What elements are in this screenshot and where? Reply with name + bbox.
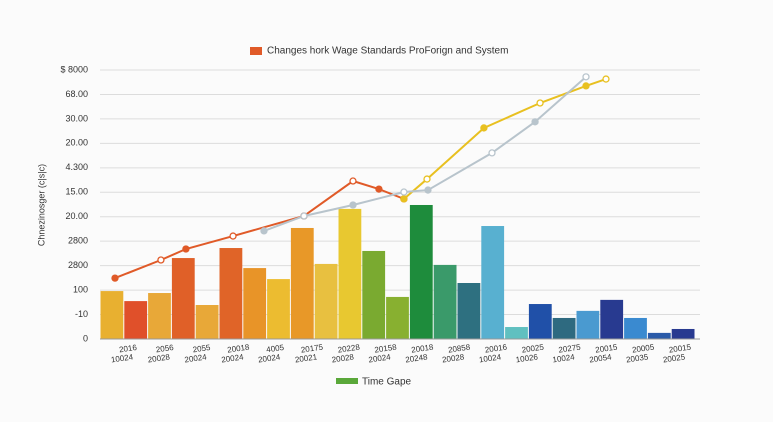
line-marker (229, 232, 237, 240)
x-tick-label: 20018 (411, 343, 435, 355)
line-marker (531, 118, 539, 126)
x-tick-label: 20021 (294, 352, 318, 364)
bar (124, 301, 148, 339)
x-tick-label: 10024 (552, 352, 576, 364)
line-marker (400, 195, 408, 203)
line-marker (423, 175, 431, 183)
x-tick-label: 10024 (478, 352, 502, 364)
x-tick-label: 20858 (448, 343, 472, 355)
line-marker (424, 186, 432, 194)
bar (528, 304, 552, 339)
bar (290, 227, 314, 339)
x-tick-label: 20016 (484, 343, 508, 355)
x-tick-label: 20015 (595, 343, 619, 355)
x-tick-label: 10026 (515, 352, 539, 364)
y-tick-label: 15.00 (65, 187, 88, 197)
x-tick-label: 20018 (227, 343, 251, 355)
bar (433, 264, 457, 339)
x-tick-label: 2055 (192, 343, 211, 354)
x-tick-label: 20028 (331, 352, 355, 364)
x-tick-label: 20158 (374, 343, 398, 355)
bar (409, 204, 433, 339)
x-tick-label: 20025 (662, 352, 686, 364)
x-tick-label: 2056 (155, 343, 174, 354)
bar (267, 279, 290, 339)
x-tick-label: 20005 (632, 343, 656, 355)
bar (171, 258, 195, 339)
x-tick-label: 20228 (337, 343, 361, 355)
line (114, 179, 405, 280)
line-marker (480, 124, 488, 132)
bar (576, 310, 600, 339)
line-marker (349, 201, 357, 209)
line-marker (536, 99, 544, 107)
bar (624, 317, 647, 339)
line-marker (602, 75, 610, 83)
line-marker (300, 212, 308, 220)
bar (647, 332, 671, 339)
bar (195, 305, 219, 339)
bar (362, 250, 386, 339)
x-tick-label: 20024 (184, 352, 208, 364)
bar (314, 263, 338, 339)
legend-label: Time Gape (362, 377, 412, 388)
x-tick-label: 20248 (405, 352, 429, 364)
line (263, 76, 587, 232)
bar (671, 328, 695, 339)
y-tick-label: 4.300 (65, 162, 88, 172)
line-marker (157, 256, 165, 264)
bar (457, 282, 481, 339)
line-marker (400, 188, 408, 196)
bar (505, 327, 528, 339)
y-tick-label: 100 (73, 284, 88, 294)
line-marker (375, 185, 383, 193)
line (403, 78, 607, 200)
x-tick-label: 20024 (258, 352, 282, 364)
x-tick-label: 20024 (368, 352, 392, 364)
bar (481, 226, 505, 339)
y-tick-label: 2800 (68, 260, 88, 270)
line-marker (582, 73, 590, 81)
bar (100, 291, 124, 339)
x-tick-label: 10024 (110, 352, 134, 364)
line-marker (260, 227, 268, 235)
x-tick-label: 20028 (147, 352, 171, 364)
x-tick-label: 20025 (521, 343, 545, 355)
legend-swatch (250, 47, 262, 55)
y-tick-label: -10 (75, 309, 88, 319)
bar (552, 317, 576, 339)
y-tick-label: 20.00 (65, 211, 88, 221)
y-tick-label: 0 (83, 333, 88, 343)
y-tick-label: 68.00 (65, 89, 88, 99)
y-tick-label: $ 8000 (60, 64, 88, 74)
y-axis-label: Chnezinosger (c|s|c) (36, 164, 46, 246)
x-tick-label: 20015 (668, 343, 692, 355)
bar (148, 293, 171, 339)
x-tick-label: 4005 (266, 343, 285, 354)
chart-title: Changes hork Wage Standards ProForign an… (267, 46, 508, 57)
bar (386, 296, 409, 339)
line-marker (349, 177, 357, 185)
line-marker (488, 149, 496, 157)
bar (243, 268, 267, 339)
line-marker (111, 274, 119, 282)
line-marker (582, 82, 590, 90)
y-tick-label: 2800 (68, 236, 88, 246)
bar (338, 208, 362, 339)
x-tick-label: 20028 (442, 352, 466, 364)
bar (600, 299, 624, 339)
x-tick-label: 20035 (626, 352, 650, 364)
bar (219, 248, 243, 339)
legend-swatch (336, 378, 358, 384)
x-tick-label: 2016 (119, 343, 138, 354)
x-tick-label: 20175 (300, 343, 324, 355)
line-marker (182, 245, 190, 253)
y-tick-label: 30.00 (65, 113, 88, 123)
x-tick-label: 20024 (221, 352, 245, 364)
x-tick-label: 20275 (558, 343, 582, 355)
y-tick-label: 20.00 (65, 138, 88, 148)
x-tick-label: 20054 (589, 352, 613, 364)
